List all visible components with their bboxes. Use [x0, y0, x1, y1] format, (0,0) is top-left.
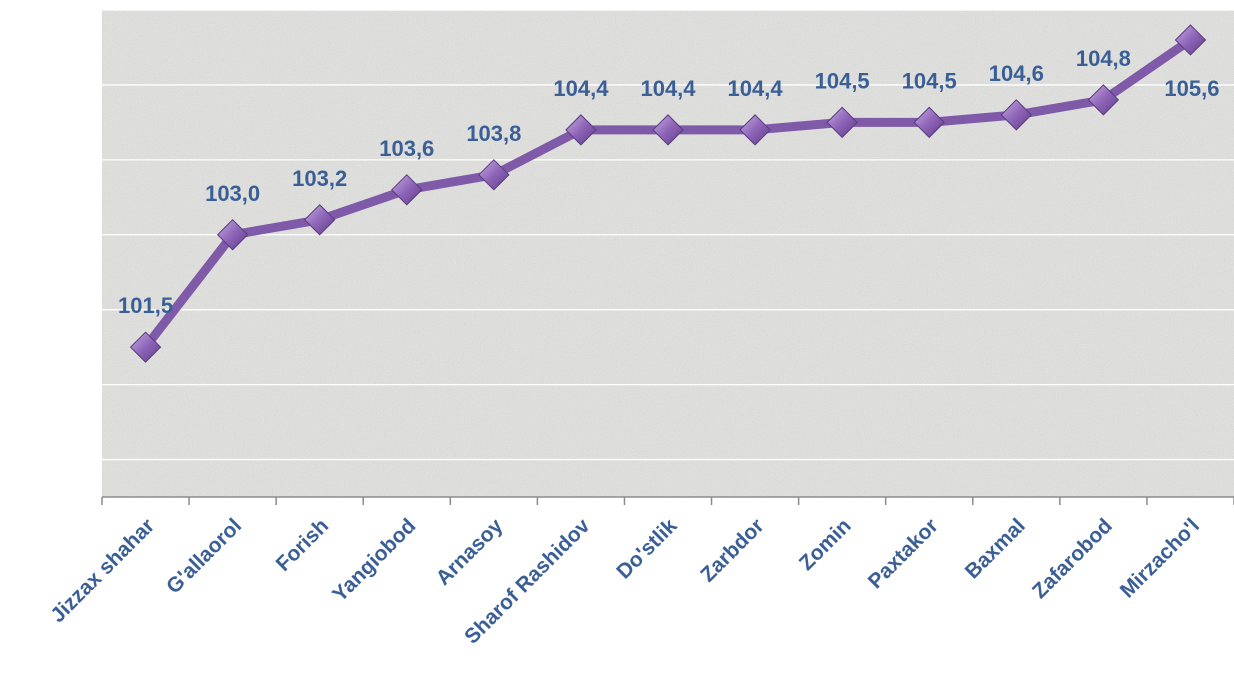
x-tick-label: Arnasoy	[432, 514, 508, 590]
data-label: 104,4	[553, 76, 609, 101]
data-label: 104,6	[989, 61, 1044, 86]
x-tick-label: Forish	[272, 514, 334, 576]
data-label: 104,8	[1076, 46, 1131, 71]
data-label: 101,5	[118, 293, 173, 318]
data-point-marker	[739, 114, 771, 146]
data-point-marker	[565, 114, 597, 146]
data-point-marker	[1174, 24, 1207, 56]
data-label: 103,6	[379, 136, 434, 161]
data-label: 104,4	[728, 76, 784, 101]
data-point-marker	[303, 204, 336, 236]
plot-area	[102, 10, 1234, 497]
x-tick-label: G'allaorol	[162, 514, 246, 598]
x-tick-label: Zarbdor	[696, 514, 768, 586]
data-point-marker	[1000, 99, 1033, 131]
data-label: 103,2	[292, 166, 347, 191]
data-point-marker	[391, 174, 423, 206]
gridlines	[102, 9, 1234, 461]
data-label: 105,6	[1164, 76, 1219, 101]
data-point-marker	[826, 106, 858, 139]
x-tick-label: Zomin	[795, 514, 856, 575]
data-point-marker	[129, 331, 162, 363]
data-point-marker	[1087, 84, 1120, 116]
markers	[129, 24, 1207, 363]
data-point-marker	[652, 114, 684, 146]
data-label: 104,5	[815, 68, 870, 93]
x-tick-label: Baxmal	[961, 514, 1030, 583]
x-tick-label: Paxtakor	[864, 514, 943, 593]
data-labels: 101,5 103,0 103,2 103,6 103,8 104,4 104,4 104,4…	[118, 46, 1219, 318]
data-label: 104,4	[640, 76, 696, 101]
data-label: 103,0	[205, 181, 260, 206]
x-tick-label: Mirzacho'l	[1116, 514, 1204, 602]
data-point-marker	[216, 219, 249, 251]
data-label: 103,8	[466, 121, 521, 146]
x-tick-label: Zafarobod	[1028, 514, 1117, 603]
x-axis	[101, 496, 1234, 505]
x-tick-label: Yangiobod	[328, 514, 420, 606]
data-point-marker	[478, 159, 510, 191]
data-label: 104,5	[902, 68, 957, 93]
x-tick-label: Jizzax shahar	[46, 514, 159, 627]
data-point-marker	[913, 106, 945, 139]
x-tick-label: Do'stlik	[612, 514, 682, 584]
